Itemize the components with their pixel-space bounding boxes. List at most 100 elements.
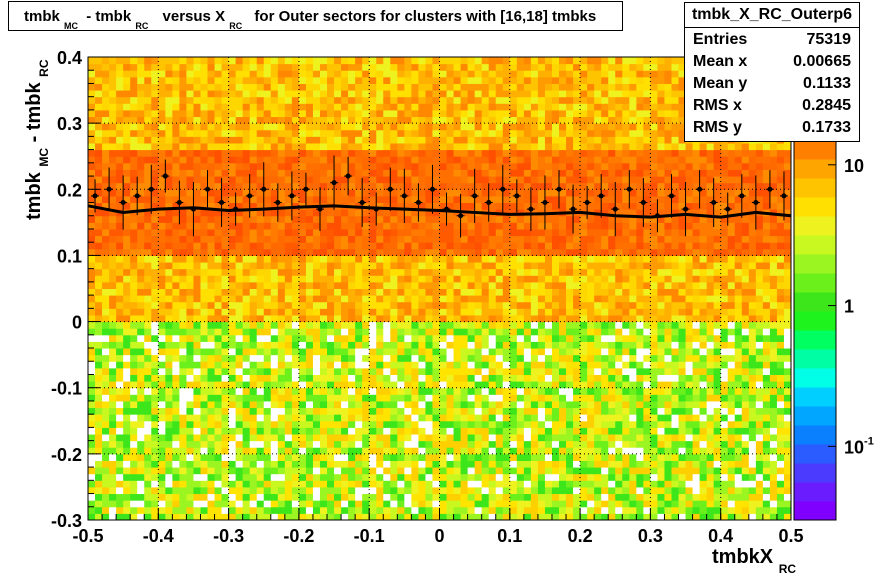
heatmap-cell — [327, 189, 335, 197]
heatmap-cell — [109, 447, 117, 455]
heatmap-cell — [123, 235, 131, 243]
heatmap-cell — [418, 427, 426, 435]
heatmap-cell — [123, 314, 131, 323]
heatmap-cell — [116, 281, 124, 289]
heatmap-cell — [608, 513, 616, 521]
heatmap-cell — [383, 228, 391, 237]
heatmap-cell — [200, 414, 209, 422]
heatmap-cell — [425, 228, 433, 237]
heatmap-cell — [123, 513, 131, 521]
heatmap-cell — [629, 195, 637, 204]
heatmap-cell — [727, 235, 736, 243]
heatmap-cell — [573, 480, 581, 488]
heatmap-cell — [748, 414, 757, 422]
heatmap-cell — [270, 440, 279, 448]
heatmap-cell — [242, 202, 251, 210]
heatmap-cell — [334, 301, 342, 309]
heatmap-cell — [130, 473, 138, 481]
heatmap-cell — [439, 281, 448, 289]
heatmap-cell — [383, 427, 391, 435]
heatmap-cell — [249, 288, 258, 296]
heatmap-cell — [341, 414, 349, 422]
heatmap-cell — [495, 215, 504, 223]
heatmap-cell — [130, 288, 138, 296]
heatmap-cell — [516, 467, 525, 475]
heatmap-cell — [116, 262, 124, 270]
heatmap-cell — [460, 420, 469, 428]
heatmap-cell — [249, 513, 258, 521]
heatmap-cell — [383, 400, 391, 409]
heatmap-cell — [284, 374, 293, 382]
heatmap-cell — [608, 420, 616, 428]
heatmap-cell — [235, 209, 244, 217]
heatmap-cell — [228, 255, 237, 263]
heatmap-cell — [341, 341, 349, 349]
heatmap-cell — [671, 506, 680, 514]
heatmap-cell — [390, 308, 398, 316]
heatmap-cell — [776, 506, 785, 514]
heatmap-cell — [587, 195, 595, 204]
heatmap-cell — [277, 506, 286, 514]
heatmap-cell — [432, 222, 440, 230]
heatmap-cell — [263, 281, 272, 289]
heatmap-cell — [404, 242, 412, 250]
heatmap-cell — [495, 268, 504, 276]
heatmap-cell — [678, 222, 687, 230]
heatmap-cell — [390, 407, 398, 415]
heatmap-cell — [502, 473, 511, 481]
heatmap-cell — [713, 202, 722, 210]
heatmap-cell — [734, 262, 743, 270]
heatmap-cell — [692, 348, 701, 356]
heatmap-cell — [594, 275, 602, 283]
heatmap-cell — [214, 268, 223, 276]
heatmap-cell — [643, 334, 651, 342]
heatmap-cell — [636, 215, 644, 223]
heatmap-cell — [748, 262, 757, 270]
heatmap-cell — [699, 341, 708, 349]
heatmap-cell — [544, 374, 553, 382]
heatmap-cell — [383, 434, 391, 442]
heatmap-cell — [179, 480, 187, 488]
heatmap-cell — [369, 308, 377, 316]
heatmap-cell — [298, 407, 307, 415]
heatmap-cell — [256, 447, 265, 455]
heatmap-cell — [559, 255, 567, 263]
heatmap-cell — [467, 434, 476, 442]
heatmap-cell — [334, 228, 342, 237]
heatmap-cell — [516, 513, 525, 521]
heatmap-cell — [734, 202, 743, 210]
heatmap-cell — [495, 308, 504, 316]
heatmap-cell — [425, 506, 433, 514]
heatmap-cell — [207, 262, 216, 270]
heatmap-cell — [783, 361, 792, 369]
heatmap-cell — [242, 493, 251, 501]
heatmap-cell — [720, 268, 729, 276]
heatmap-cell — [418, 400, 426, 409]
heatmap-cell — [474, 354, 483, 362]
heatmap-cell — [559, 281, 567, 289]
heatmap-cell — [551, 341, 560, 349]
heatmap-cell — [699, 321, 708, 329]
heatmap-cell — [369, 222, 377, 230]
heatmap-cell — [334, 473, 342, 481]
heatmap-cell — [783, 222, 792, 230]
heatmap-cell — [432, 242, 440, 250]
heatmap-cell — [713, 281, 722, 289]
heatmap-cell — [783, 314, 792, 323]
heatmap-cell — [355, 500, 363, 508]
heatmap-cell — [411, 209, 419, 217]
heatmap-cell — [341, 308, 349, 316]
heatmap-cell — [671, 434, 680, 442]
heatmap-cell — [109, 202, 117, 210]
heatmap-cell — [769, 228, 778, 237]
heatmap-cell — [629, 414, 637, 422]
heatmap-cell — [727, 447, 736, 455]
heatmap-cell — [502, 215, 511, 223]
heatmap-cell — [298, 215, 307, 223]
heatmap-cell — [235, 500, 244, 508]
heatmap-cell — [685, 400, 694, 409]
heatmap-cell — [242, 387, 251, 395]
heatmap-cell — [228, 341, 237, 349]
heatmap-cell — [537, 215, 546, 223]
heatmap-cell — [664, 281, 672, 289]
